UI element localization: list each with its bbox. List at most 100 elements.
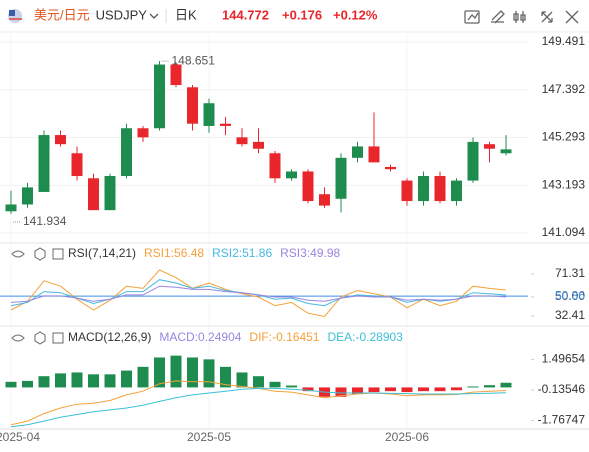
price-change-pct: +0.12% xyxy=(333,7,378,22)
histogram-bar xyxy=(55,373,66,388)
indicator-icon xyxy=(52,248,64,260)
candle-body xyxy=(302,171,314,202)
candle-body xyxy=(467,141,479,181)
y-tick-label: 143.193 xyxy=(542,177,586,191)
last-price: 144.772 xyxy=(222,7,269,22)
price-annotation: 141.934 xyxy=(23,214,67,228)
series-line xyxy=(10,285,507,303)
y-tick-label: 71.31 xyxy=(555,266,585,280)
histogram-bar xyxy=(187,357,198,388)
histogram-bar xyxy=(451,387,462,391)
x-tick-label: 2025-04 xyxy=(0,430,40,444)
candle-style-button[interactable] xyxy=(513,11,526,23)
y-tick-label: 147.392 xyxy=(542,82,586,96)
histogram-bar xyxy=(22,380,33,388)
legend-entry: RSI2:51.86 xyxy=(212,246,272,260)
settings-icon[interactable] xyxy=(34,247,46,261)
y-tick-label: 145.293 xyxy=(542,130,586,144)
pane-title: RSI(7,14,21) xyxy=(68,246,136,260)
histogram-bar xyxy=(269,381,281,388)
histogram-bar xyxy=(352,387,363,394)
symbol-code[interactable]: USDJPY xyxy=(96,7,148,22)
legend-entry: DEA:-0.28903 xyxy=(327,330,403,344)
histogram-bar xyxy=(484,385,495,388)
histogram-bar xyxy=(88,374,99,388)
histogram-bar xyxy=(401,387,413,393)
y-tick-label: 1.49654 xyxy=(542,352,586,366)
histogram-bar xyxy=(467,386,479,388)
indicator-button[interactable] xyxy=(464,10,480,24)
y-tick-label: -0.13546 xyxy=(538,382,586,396)
legend-entry: RSI1:56.48 xyxy=(144,246,204,260)
indicator-icon xyxy=(467,12,479,21)
histogram-bar xyxy=(104,374,116,388)
histogram-bar xyxy=(418,387,429,392)
candle-body xyxy=(154,64,165,129)
candle-body xyxy=(335,157,347,199)
series-line xyxy=(10,387,507,428)
x-tick-label: 2025-06 xyxy=(385,430,429,444)
histogram-bar xyxy=(368,387,380,393)
candle-body xyxy=(170,64,182,86)
histogram-bar xyxy=(154,357,165,388)
candle-body xyxy=(236,137,248,145)
histogram-bar xyxy=(220,366,231,388)
draw-button[interactable] xyxy=(491,10,505,24)
indicator-icon xyxy=(52,332,64,344)
histogram-bar xyxy=(434,387,446,392)
candle-body xyxy=(368,146,380,163)
candle-body xyxy=(137,128,149,138)
candle-body xyxy=(269,153,281,179)
histogram-bar xyxy=(71,372,83,388)
candle-body xyxy=(434,176,446,202)
eye-icon[interactable] xyxy=(11,250,25,258)
histogram-bar xyxy=(203,359,215,388)
candle-body xyxy=(500,149,512,154)
candle-body xyxy=(451,180,462,202)
candle-body xyxy=(55,135,66,145)
candle-body xyxy=(88,178,99,211)
candle-body xyxy=(401,180,413,202)
candle-body xyxy=(71,153,83,177)
dropdown-arrow[interactable] xyxy=(149,13,159,19)
fullscreen-button[interactable] xyxy=(541,11,553,23)
legend-entry: RSI3:49.98 xyxy=(280,246,340,260)
y-tick-label: 50.00 xyxy=(555,289,585,303)
candle-body xyxy=(104,176,116,211)
settings-icon[interactable] xyxy=(34,331,46,345)
price-annotation: 148.651 xyxy=(172,53,216,67)
candle-body xyxy=(22,187,33,205)
candle-body xyxy=(203,103,215,126)
candle-body xyxy=(352,146,363,158)
histogram-bar xyxy=(236,372,248,388)
candle-body xyxy=(319,194,330,206)
candle-body xyxy=(5,204,17,212)
period[interactable]: 日K xyxy=(175,7,197,22)
histogram-bar xyxy=(253,376,264,388)
y-tick-label: -1.76747 xyxy=(538,413,586,427)
eye-icon[interactable] xyxy=(11,334,25,342)
price-tag: 50.86 xyxy=(555,288,585,302)
pane-title: MACD(12,26,9) xyxy=(68,330,151,344)
y-tick-label: 149.491 xyxy=(542,34,586,48)
histogram-bar xyxy=(5,381,17,388)
histogram-bar xyxy=(385,387,396,392)
histogram-bar xyxy=(302,387,314,392)
histogram-bar xyxy=(137,366,149,388)
legend-entry: DIF:-0.16451 xyxy=(249,330,319,344)
x-tick-label: 2025-05 xyxy=(187,430,231,444)
legend-entry: MACD:0.24904 xyxy=(159,330,241,344)
candle-body xyxy=(38,135,50,192)
close-button[interactable] xyxy=(565,10,579,24)
flag-icon xyxy=(8,9,22,23)
candle-body xyxy=(286,171,297,179)
histogram-bar xyxy=(38,376,50,388)
histogram-bar xyxy=(500,382,512,388)
candle-body xyxy=(484,144,495,149)
histogram-bar xyxy=(335,387,347,397)
candle-body xyxy=(187,87,198,124)
histogram-bar xyxy=(286,385,297,388)
candle-body xyxy=(385,166,396,170)
histogram-bar xyxy=(121,370,132,388)
